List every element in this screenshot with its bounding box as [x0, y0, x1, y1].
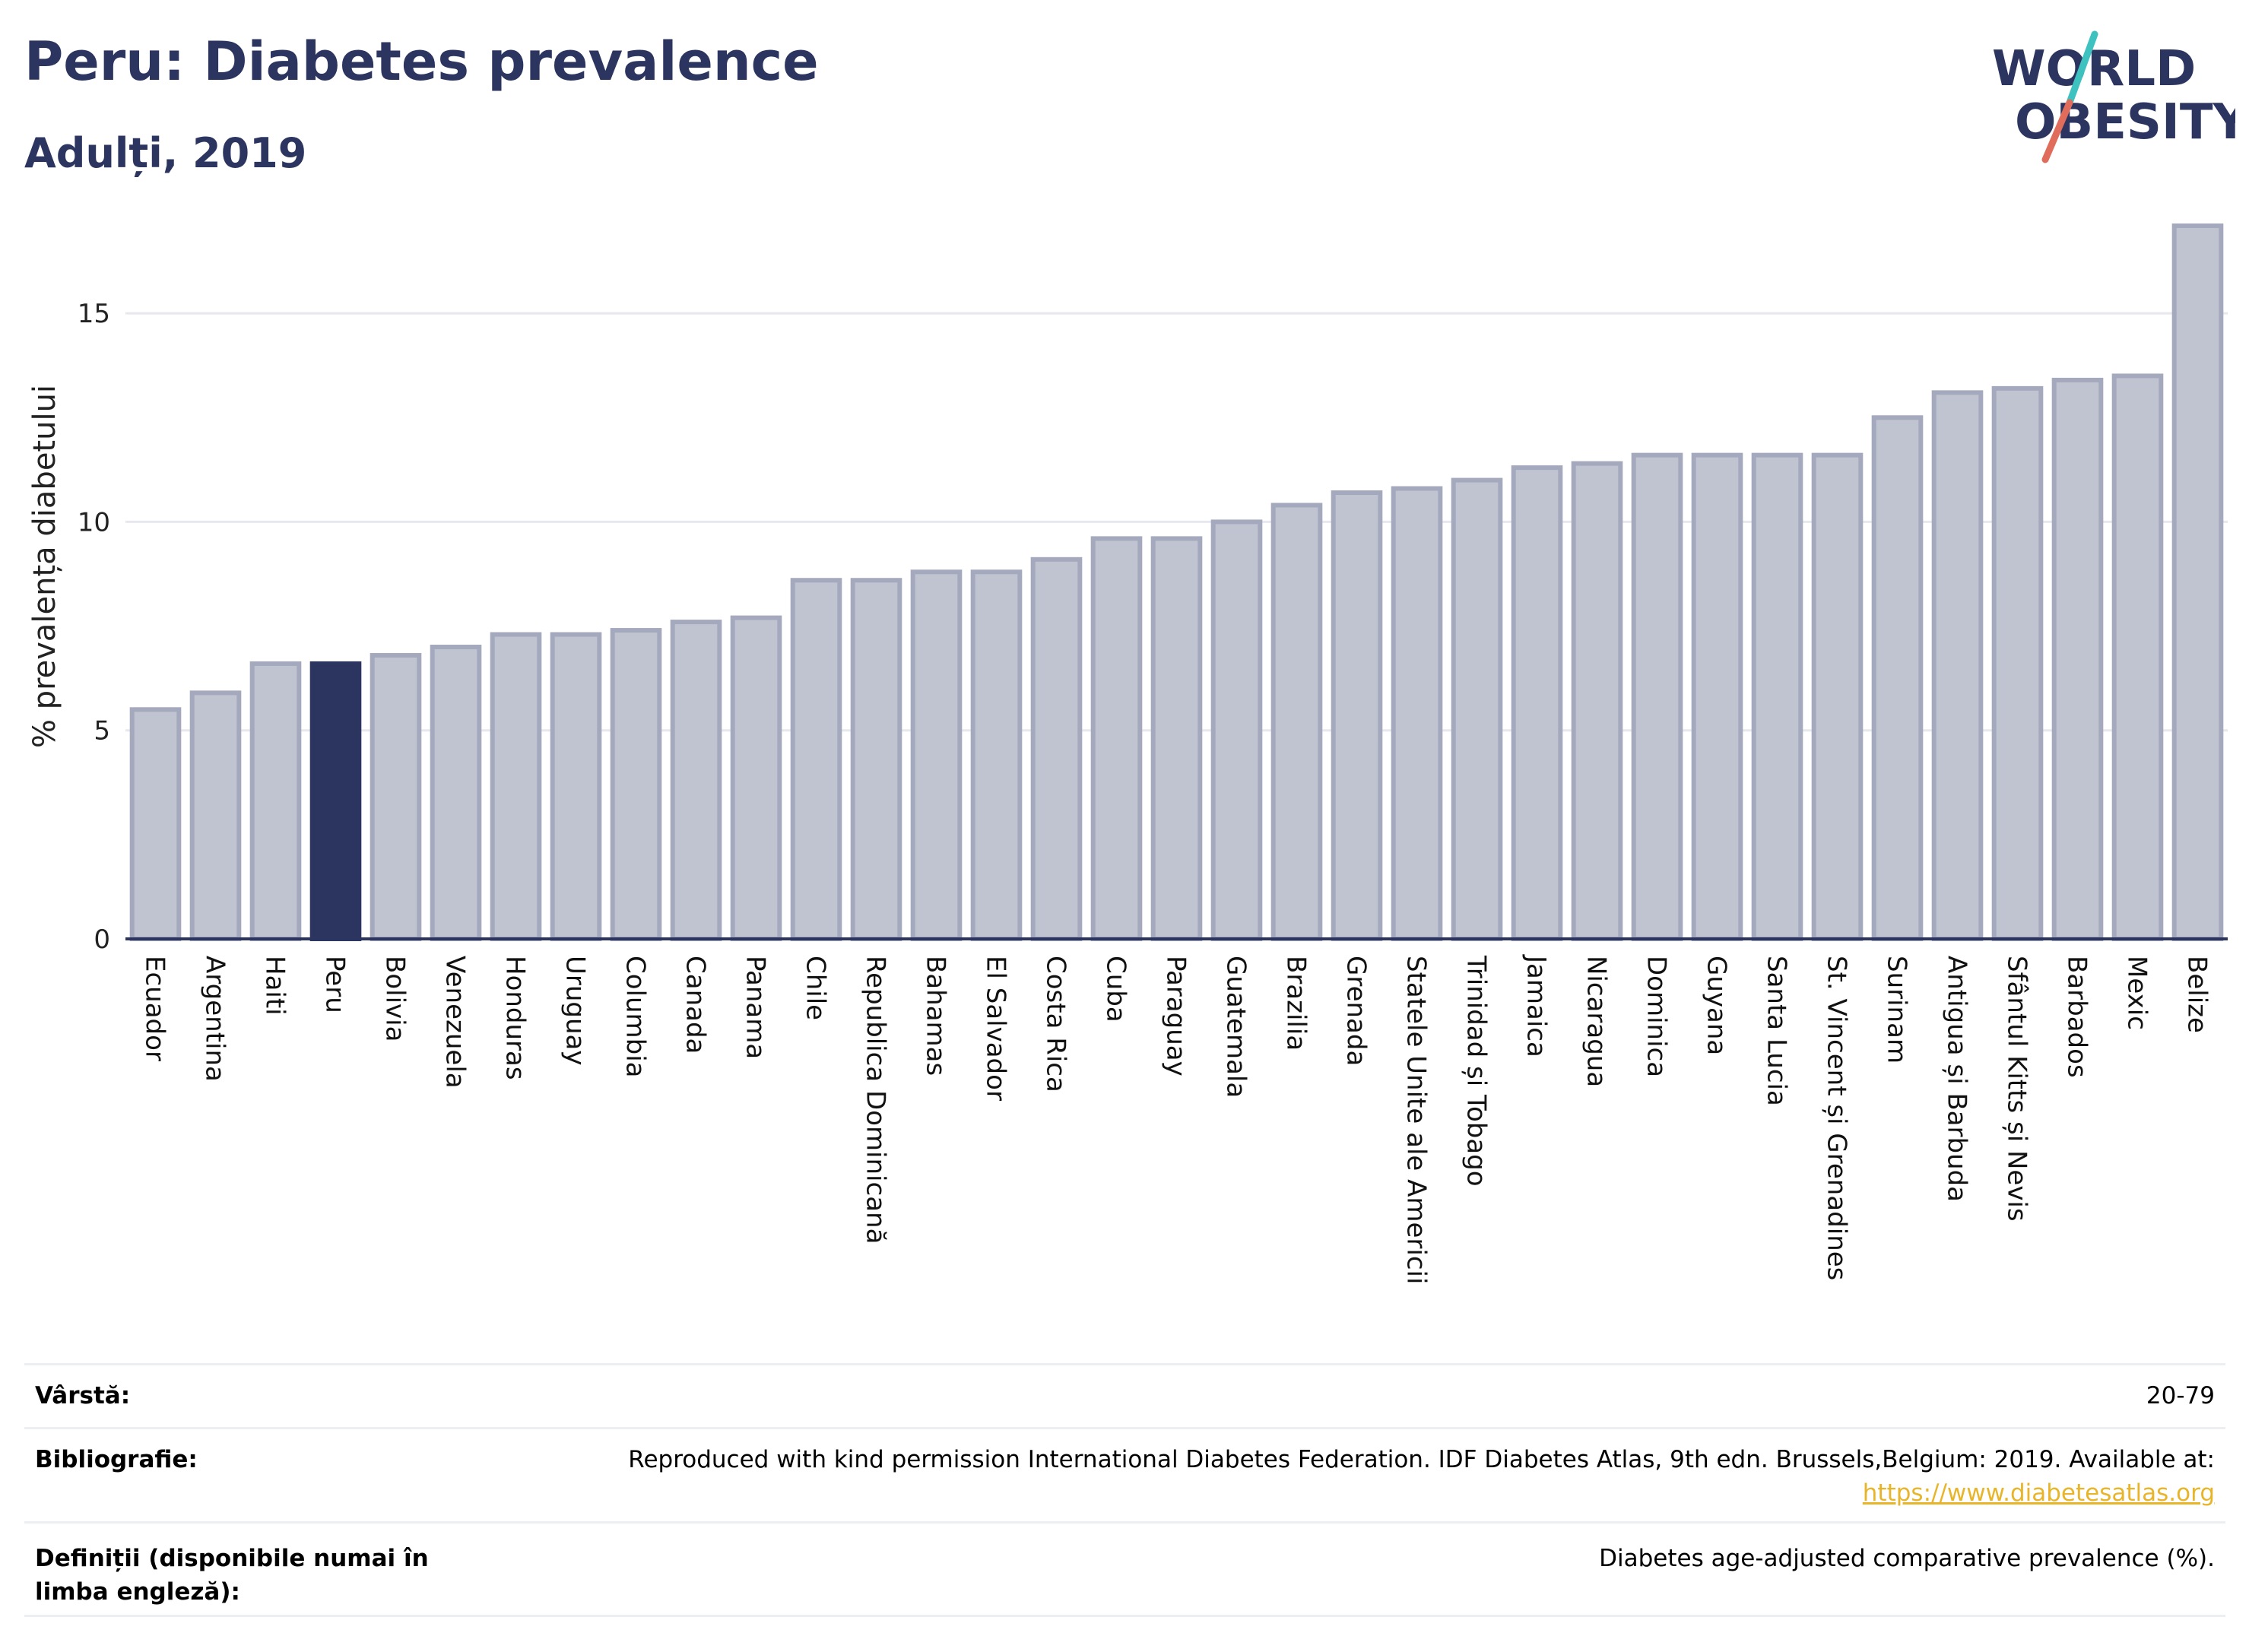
x-tick-label-23: Jamaica	[1521, 954, 1552, 1057]
x-tick-label-20: Grenada	[1341, 956, 1372, 1066]
x-tick-label-21: Statele Unite ale Americii	[1401, 956, 1432, 1284]
bar-9	[670, 620, 722, 941]
x-tick-label-22: Trinidad și Tobago	[1461, 955, 1492, 1187]
x-tick-label-8: Columbia	[620, 956, 651, 1078]
bar-3	[309, 661, 362, 941]
info-row-definitions: Definiții (disponibile numai în limba en…	[24, 1521, 2225, 1617]
info-label-bibliography: Bibliografie:	[35, 1446, 198, 1473]
page-title: Peru: Diabetes prevalence	[24, 30, 819, 93]
y-tick-label-10: 10	[78, 507, 110, 537]
bar-32	[2051, 377, 2104, 941]
x-tick-label-5: Venezuela	[440, 956, 471, 1089]
bar-6	[490, 632, 542, 941]
x-tick-label-30: Antigua și Barbuda	[1942, 956, 1972, 1202]
x-tick-label-17: Paraguay	[1161, 956, 1191, 1076]
logo-slash-teal	[2066, 30, 2098, 106]
bar-15	[1030, 556, 1083, 941]
bar-33	[2111, 373, 2164, 941]
x-tick-label-28: St. Vincent și Grenadines	[1822, 956, 1852, 1280]
bibliography-link[interactable]: https://www.diabetesatlas.org	[1862, 1479, 2215, 1507]
world-obesity-logo: WORLD OBESITY	[1992, 30, 2235, 163]
x-tick-label-6: Honduras	[500, 956, 531, 1080]
bar-28	[1811, 452, 1864, 941]
bar-8	[610, 628, 662, 941]
info-value-age: 20-79	[2146, 1382, 2215, 1409]
bar-30	[1931, 390, 1984, 941]
y-tick-label-5: 5	[94, 716, 110, 747]
x-tick-label-7: Uruguay	[560, 956, 591, 1066]
bar-17	[1150, 536, 1203, 941]
x-tick-label-15: Costa Rica	[1041, 956, 1071, 1092]
bar-31	[1991, 385, 2044, 941]
x-tick-label-19: Brazilia	[1281, 956, 1312, 1051]
bar-2	[249, 661, 302, 941]
y-tick-label-15: 15	[78, 299, 110, 329]
x-tick-label-12: Republica Dominicană	[861, 956, 891, 1244]
info-value-definitions: Diabetes age-adjusted comparative preval…	[1599, 1545, 2215, 1572]
bar-0	[129, 707, 182, 941]
bar-29	[1871, 415, 1924, 941]
x-tick-label-25: Dominica	[1642, 956, 1672, 1077]
info-table: Vârstă: 20-79 Bibliografie: Reproduced w…	[24, 1363, 2225, 1617]
bar-chart: 0 5 10 15 Ecuador Argentina Haiti Peru Bolivia Ve…	[27, 223, 2228, 1284]
y-axis-title: % prevalența diabetului	[27, 385, 62, 748]
bar-11	[790, 578, 842, 941]
bar-21	[1391, 486, 1443, 941]
x-tick-label-0: Ecuador	[140, 956, 170, 1061]
bar-19	[1270, 503, 1323, 941]
info-label-age: Vârstă:	[35, 1382, 131, 1409]
x-tick-label-32: Barbados	[2062, 956, 2092, 1078]
x-tick-label-26: Guyana	[1702, 956, 1732, 1055]
info-row-age: Vârstă: 20-79	[24, 1363, 2225, 1427]
x-tick-label-10: Panama	[741, 956, 771, 1059]
bar-34	[2171, 223, 2224, 941]
bar-4	[370, 652, 422, 941]
x-tick-label-3: Peru	[320, 956, 351, 1013]
page-subtitle: Adulți, 2019	[24, 129, 307, 177]
x-tick-label-11: Chile	[801, 956, 831, 1020]
x-tick-label-34: Belize	[2182, 956, 2213, 1033]
bar-10	[730, 615, 782, 941]
bar-24	[1571, 461, 1623, 941]
bar-27	[1751, 452, 1803, 941]
x-tick-label-24: Nicaragua	[1581, 956, 1612, 1087]
bar-13	[910, 569, 963, 941]
x-tick-label-27: Santa Lucia	[1762, 956, 1792, 1106]
bar-7	[550, 632, 602, 941]
bar-26	[1691, 452, 1743, 941]
bar-1	[189, 690, 242, 941]
bar-5	[430, 645, 482, 941]
bar-16	[1090, 536, 1143, 941]
x-tick-label-14: El Salvador	[981, 956, 1011, 1101]
bar-23	[1511, 465, 1563, 941]
bar-20	[1331, 490, 1383, 941]
bar-22	[1451, 477, 1503, 941]
logo-slash-coral	[2041, 99, 2073, 163]
x-tick-label-33: Mexic	[2122, 956, 2152, 1030]
x-tick-label-18: Guatemala	[1221, 956, 1251, 1098]
x-tick-label-31: Sfântul Kitts și Nevis	[2002, 956, 2032, 1222]
info-value-bibliography: Reproduced with kind permission Internat…	[542, 1443, 2215, 1510]
x-tick-label-13: Bahamas	[921, 956, 951, 1076]
x-tick-label-16: Cuba	[1101, 956, 1131, 1023]
bar-25	[1631, 452, 1683, 941]
bar-12	[850, 578, 902, 941]
bar-14	[970, 569, 1023, 941]
info-row-bibliography: Bibliografie: Reproduced with kind permi…	[24, 1427, 2225, 1521]
x-tick-label-4: Bolivia	[380, 956, 411, 1042]
info-label-definitions: Definiții (disponibile numai în limba en…	[35, 1545, 429, 1606]
y-tick-label-0: 0	[94, 924, 110, 955]
x-tick-label-1: Argentina	[200, 956, 230, 1082]
x-tick-label-2: Haiti	[260, 956, 290, 1016]
x-tick-label-9: Canada	[680, 956, 711, 1054]
x-tick-label-29: Surinam	[1882, 956, 1912, 1064]
bar-18	[1210, 519, 1263, 941]
logo-line-world: WORLD	[1992, 41, 2196, 97]
bibliography-text: Reproduced with kind permission Internat…	[628, 1446, 2215, 1473]
